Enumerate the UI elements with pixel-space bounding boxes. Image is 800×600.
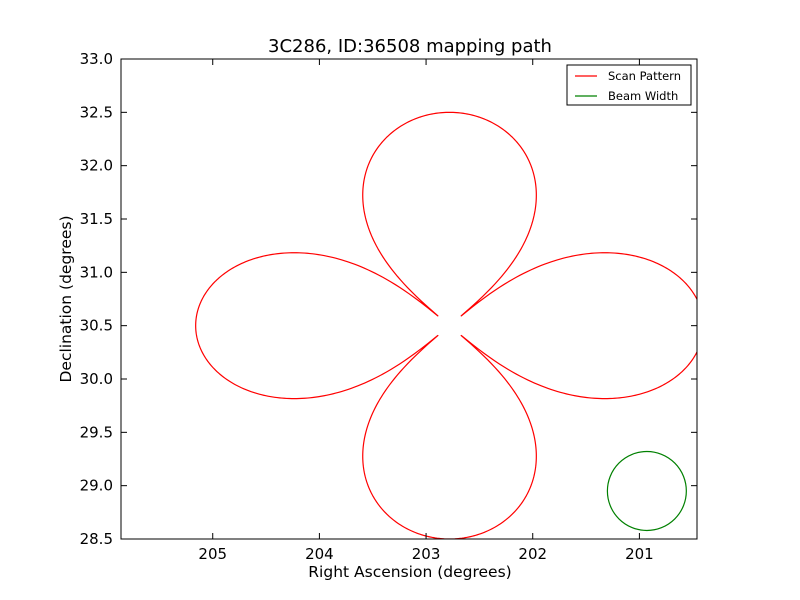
x-axis: 205 204 203 202 201: [198, 59, 654, 563]
y-tick-label: 28.5: [80, 530, 113, 548]
y-tick-label: 31.0: [80, 263, 113, 281]
plot-frame: [120, 58, 698, 540]
y-tick-label: 33.0: [80, 50, 113, 68]
plot-area: [195, 111, 697, 539]
x-tick-label: 201: [625, 545, 654, 563]
y-tick-label: 29.5: [80, 423, 113, 441]
y-tick-label: 29.0: [80, 477, 113, 495]
y-tick-label: 32.0: [80, 157, 113, 175]
legend-label: Beam Width: [608, 89, 678, 103]
chart-title: 3C286, ID:36508 mapping path: [268, 36, 552, 57]
series-scan-pattern: [195, 111, 697, 539]
legend-box: [566, 64, 692, 106]
y-tick-label: 30.5: [80, 317, 113, 335]
x-axis-title: Right Ascension (degrees): [308, 563, 511, 581]
legend: Scan Pattern Beam Width: [566, 64, 692, 106]
x-tick-label: 204: [305, 545, 334, 563]
y-tick-label: 32.5: [80, 103, 113, 121]
x-tick-label: 205: [198, 545, 227, 563]
y-tick-label: 31.5: [80, 210, 113, 228]
series-beam-width: [606, 450, 687, 532]
legend-label: Scan Pattern: [608, 69, 681, 83]
y-axis: 28.5 29.0 29.5 30.0 30.5 31.0 31.5 32.0 32.5 33.0: [80, 50, 697, 548]
x-tick-label: 203: [412, 545, 441, 563]
y-axis-title: Declination (degrees): [57, 215, 75, 382]
x-tick-label: 202: [518, 545, 547, 563]
y-tick-label: 30.0: [80, 370, 113, 388]
